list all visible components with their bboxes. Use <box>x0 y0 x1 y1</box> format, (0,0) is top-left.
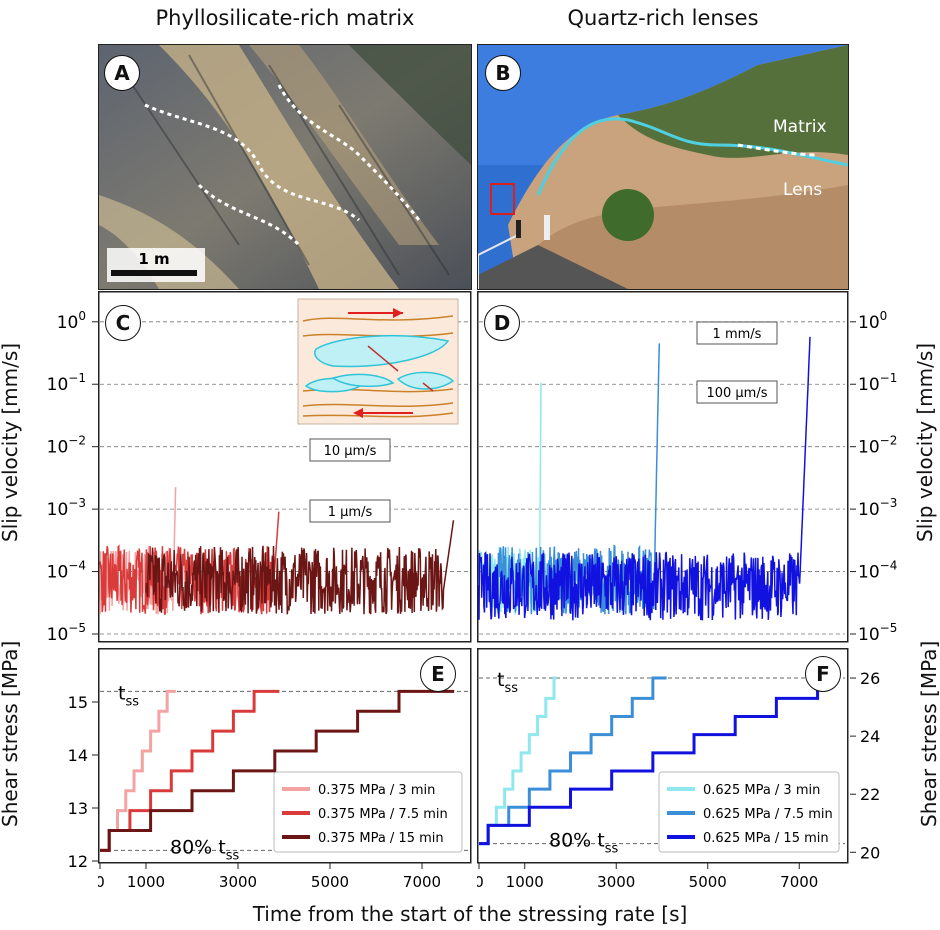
ytick-label: 10−5 <box>858 621 897 644</box>
velocity-panel-c: 10 μm/s 1 μm/s <box>98 291 472 643</box>
ytick-label: 10−4 <box>47 559 86 583</box>
panel-label-c: C <box>105 305 141 341</box>
svg-text:10 μm/s: 10 μm/s <box>324 444 377 459</box>
ytick-label: 10−3 <box>47 496 86 520</box>
velocity-yticks-right: 100 10−1 10−2 10−3 10−4 10−5 <box>850 309 897 644</box>
xtick-label: 1000 <box>506 873 544 891</box>
matrix-label: Matrix <box>773 117 827 137</box>
legend-label: 0.625 MPa / 15 min <box>703 831 829 846</box>
xtick-label: 5000 <box>311 873 349 891</box>
velocity-ylabel-right: Slip velocity [mm/s] <box>913 342 937 542</box>
svg-text:1 mm/s: 1 mm/s <box>713 327 762 342</box>
stress-series-line <box>479 676 557 846</box>
ytick-label: 13 <box>68 799 88 818</box>
annotation-10-um-s: 10 μm/s <box>309 438 391 462</box>
ytick-label: 15 <box>68 693 88 712</box>
xticks-e: 0 1000 3000 5000 7000 <box>98 863 441 891</box>
ytick-label: 20 <box>860 843 880 862</box>
shear-zone-sketch-inset <box>297 298 459 425</box>
panel-label-b: B <box>485 55 521 91</box>
ytick-label: 10−2 <box>858 434 897 458</box>
lens-label: Lens <box>783 180 822 200</box>
ytick-label: 26 <box>860 669 880 688</box>
legend-f: 0.625 MPa / 3 min 0.625 MPa / 7.5 min 0.62… <box>658 771 840 853</box>
xtick-label: 0 <box>98 873 105 891</box>
ytick-label: 12 <box>68 852 88 871</box>
detail-box-marker <box>490 183 515 215</box>
panel-label-f: F <box>805 656 841 692</box>
photo-matrix-image: 1 m <box>99 45 471 289</box>
stress-ylabel-left: Shear stress [MPa] <box>0 640 22 827</box>
scale-bar-label: 1 m <box>138 250 169 268</box>
x-axis-label: Time from the start of the stressing rat… <box>252 902 688 926</box>
ytick-label: 10−4 <box>858 559 897 583</box>
ytick-label: 10−1 <box>47 371 86 395</box>
xtick-label: 1000 <box>127 873 165 891</box>
xtick-label: 3000 <box>219 873 257 891</box>
legend-label: 0.625 MPa / 3 min <box>703 783 820 798</box>
ytick-label: 10−1 <box>858 371 897 395</box>
ytick-label: 22 <box>860 785 880 804</box>
velocity-series-line <box>478 336 811 621</box>
scale-bar-background <box>107 248 205 282</box>
photo-lens-outcrop: Matrix Lens <box>477 44 849 290</box>
velocity-yticks-left: 100 10−1 10−2 10−3 10−4 10−5 <box>47 309 98 644</box>
column-title-left: Phyllosilicate-rich matrix <box>155 6 415 30</box>
annotation-100-um-s: 100 μm/s <box>696 380 778 404</box>
ytick-label: 10−3 <box>858 496 897 520</box>
ytick-label: 100 <box>57 309 86 333</box>
ytick-label: 24 <box>860 727 880 746</box>
velocity-series-line <box>145 520 455 615</box>
legend-label: 0.375 MPa / 3 min <box>318 783 435 798</box>
stress-yticks-left: 12 13 14 15 <box>68 693 98 871</box>
stress-yticks-right: 20 22 24 26 <box>850 669 880 862</box>
panel-label-e: E <box>420 656 456 692</box>
ytick-label: 100 <box>858 309 887 333</box>
ytick-label: 14 <box>68 746 88 765</box>
xtick-label: 7000 <box>403 873 441 891</box>
panel-label-a: A <box>104 55 140 91</box>
annotation-1-um-s: 1 μm/s <box>309 499 391 523</box>
xticks-f: 0 1000 3000 5000 7000 <box>477 863 818 891</box>
legend-label: 0.375 MPa / 15 min <box>318 831 444 846</box>
legend-label: 0.375 MPa / 7.5 min <box>318 807 448 822</box>
xtick-label: 0 <box>477 873 484 891</box>
stress-series-line <box>100 689 455 852</box>
xtick-label: 7000 <box>780 873 818 891</box>
photo-lens-image: Matrix Lens <box>478 45 848 289</box>
xtick-label: 3000 <box>597 873 635 891</box>
annotation-1-mm-s: 1 mm/s <box>696 321 778 345</box>
ytick-label: 10−2 <box>47 434 86 458</box>
svg-text:1 μm/s: 1 μm/s <box>328 505 373 520</box>
velocity-ylabel-left: Slip velocity [mm/s] <box>0 342 22 542</box>
column-title-right: Quartz-rich lenses <box>567 6 759 30</box>
velocity-panel-d: 1 mm/s 100 μm/s <box>477 291 849 643</box>
legend-e: 0.375 MPa / 3 min 0.375 MPa / 7.5 min 0.37… <box>273 771 463 853</box>
stress-series-line <box>479 676 820 846</box>
stress-ylabel-right: Shear stress [MPa] <box>917 640 940 827</box>
xtick-label: 5000 <box>689 873 727 891</box>
legend-label: 0.625 MPa / 7.5 min <box>703 807 833 822</box>
panel-label-d: D <box>484 305 520 341</box>
photo-matrix-outcrop: 1 m <box>98 44 472 290</box>
svg-text:100 μm/s: 100 μm/s <box>706 386 767 401</box>
ytick-label: 10−5 <box>47 621 86 644</box>
stress-series-line <box>479 676 667 846</box>
scale-bar <box>111 270 197 276</box>
